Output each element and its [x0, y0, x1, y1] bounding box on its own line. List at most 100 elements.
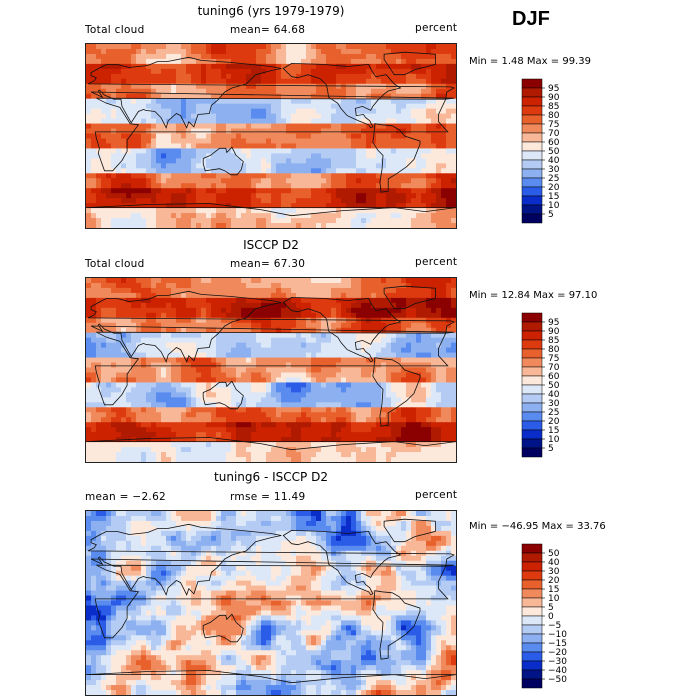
- map-cell: [146, 73, 152, 80]
- map-cell: [231, 327, 237, 334]
- map-cell: [401, 68, 407, 75]
- map-cell: [446, 287, 452, 294]
- map-cell: [326, 208, 332, 214]
- map-cell: [126, 93, 132, 100]
- map-cell: [206, 44, 212, 50]
- map-cell: [166, 138, 172, 145]
- map-cell: [106, 347, 112, 354]
- map-cell: [246, 98, 252, 105]
- map-cell: [161, 208, 167, 214]
- map-cell: [211, 73, 217, 80]
- map-cell: [286, 213, 292, 219]
- map-cell: [256, 422, 262, 428]
- map-cell: [171, 297, 177, 304]
- map-cell: [296, 53, 302, 60]
- map-cell: [181, 387, 187, 393]
- map-cell: [411, 148, 417, 154]
- map-cell: [116, 278, 122, 284]
- map-cell: [141, 63, 147, 70]
- map-cell: [186, 317, 192, 324]
- map-cell: [436, 48, 442, 55]
- map-cell: [206, 282, 212, 289]
- map-cell: [171, 73, 177, 80]
- map-cell: [326, 387, 332, 393]
- map-cell: [381, 417, 387, 423]
- map-cell: [276, 362, 282, 369]
- map-cell: [261, 73, 267, 80]
- map-cell: [276, 357, 282, 364]
- map-cell: [346, 78, 352, 85]
- map-cell: [171, 103, 177, 110]
- map-cell: [166, 168, 172, 174]
- map-cell: [326, 223, 332, 228]
- map-cell: [201, 287, 207, 294]
- map-cell: [426, 113, 432, 120]
- map-cell: [111, 128, 117, 135]
- map-cell: [281, 397, 287, 403]
- map-cell: [221, 148, 227, 154]
- map-cell: [196, 63, 202, 70]
- map-cell: [281, 312, 287, 319]
- map-cell: [421, 193, 427, 199]
- map-cell: [136, 178, 142, 184]
- map-cell: [306, 203, 312, 209]
- map-cell: [191, 173, 197, 179]
- map-cell: [446, 138, 452, 145]
- map-cell: [336, 297, 342, 304]
- map-cell: [386, 397, 392, 403]
- map-cell: [181, 193, 187, 199]
- map-cell: [276, 118, 282, 125]
- map-cell: [351, 88, 357, 95]
- map-cell: [301, 357, 307, 364]
- map-cell: [106, 53, 112, 60]
- map-cell: [186, 173, 192, 179]
- map-cell: [136, 327, 142, 334]
- map-cell: [126, 327, 132, 334]
- map-cell: [446, 322, 452, 329]
- map-cell: [311, 347, 317, 354]
- map-cell: [91, 312, 97, 319]
- map-cell: [406, 53, 412, 60]
- map-cell: [291, 352, 297, 359]
- map-cell: [231, 422, 237, 428]
- map-cell: [386, 108, 392, 115]
- map-cell: [226, 417, 232, 423]
- map-cell: [331, 48, 337, 55]
- map-cell: [416, 93, 422, 100]
- map-cell: [421, 392, 427, 398]
- map-cell: [361, 53, 367, 60]
- map-cell: [156, 68, 162, 75]
- map-cell: [201, 213, 207, 219]
- map-cell: [231, 377, 237, 384]
- map-cell: [271, 53, 277, 60]
- map-cell: [271, 44, 277, 50]
- map-cell: [136, 392, 142, 398]
- map-cell: [441, 88, 447, 95]
- map-cell: [446, 337, 452, 344]
- map-cell: [396, 382, 402, 388]
- map-cell: [116, 103, 122, 110]
- map-cell: [281, 218, 287, 224]
- map-cell: [251, 153, 257, 159]
- map-cell: [406, 178, 412, 184]
- map-cell: [431, 188, 437, 194]
- map-cell: [216, 287, 222, 294]
- map-cell: [241, 407, 247, 413]
- map-cell: [346, 173, 352, 179]
- map-cell: [436, 208, 442, 214]
- map-cell: [266, 183, 272, 189]
- map-cell: [146, 312, 152, 319]
- map-cell: [366, 213, 372, 219]
- map-cell: [181, 168, 187, 174]
- map-cell: [156, 148, 162, 154]
- map-cell: [301, 417, 307, 423]
- map-cell: [376, 412, 382, 418]
- map-cell: [121, 387, 127, 393]
- map-cell: [261, 372, 267, 379]
- map-cell: [406, 78, 412, 85]
- map-cell: [261, 218, 267, 224]
- map-cell: [306, 382, 312, 388]
- map-cell: [196, 188, 202, 194]
- map-cell: [281, 412, 287, 418]
- map-cell: [266, 113, 272, 120]
